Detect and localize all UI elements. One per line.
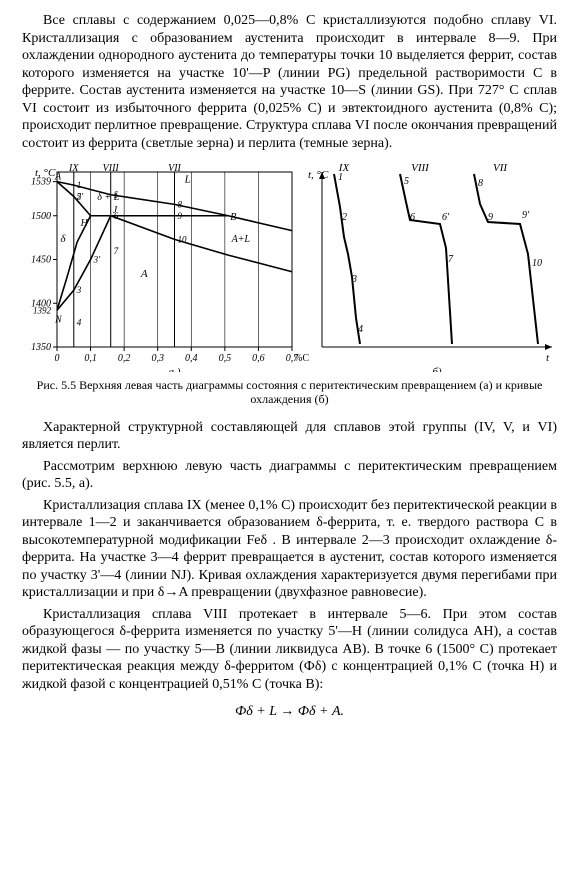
svg-text:5: 5 — [114, 190, 119, 200]
svg-text:5': 5' — [77, 192, 85, 202]
svg-text:VII: VII — [493, 162, 508, 174]
svg-text:0,1: 0,1 — [84, 353, 97, 364]
svg-text:10: 10 — [178, 234, 188, 244]
svg-text:3: 3 — [76, 285, 82, 295]
svg-text:5: 5 — [404, 176, 409, 187]
svg-text:A: A — [54, 172, 62, 183]
svg-text:1500: 1500 — [31, 211, 51, 222]
figure-caption: Рис. 5.5 Верхняя левая часть диаграммы с… — [32, 378, 547, 407]
svg-text:A: A — [140, 268, 148, 280]
svg-text:б): б) — [432, 366, 442, 372]
svg-text:2: 2 — [342, 212, 347, 223]
svg-text:9: 9 — [488, 212, 493, 223]
svg-text:6: 6 — [410, 212, 415, 223]
svg-text:B: B — [230, 212, 236, 223]
figure-svg: 13501400145015001539139200,10,20,30,40,5… — [22, 162, 557, 372]
svg-text:10: 10 — [532, 258, 542, 269]
svg-text:3: 3 — [351, 274, 357, 285]
svg-text:N: N — [54, 314, 63, 325]
svg-text:1350: 1350 — [31, 342, 51, 353]
paragraph-2: Характерной структурной составляющей для… — [22, 419, 557, 454]
svg-text:IX: IX — [68, 163, 79, 174]
paragraph-1: Все сплавы с содержанием 0,025—0,8% С кр… — [22, 12, 557, 152]
svg-text:8: 8 — [178, 199, 183, 209]
svg-text:8: 8 — [478, 178, 483, 189]
svg-text:t, °C: t, °C — [35, 167, 56, 179]
svg-text:L: L — [184, 174, 191, 186]
svg-text:0,4: 0,4 — [185, 353, 198, 364]
svg-text:0,6: 0,6 — [252, 353, 265, 364]
svg-text:%C: %C — [294, 353, 309, 364]
svg-text:IX: IX — [338, 162, 351, 174]
paragraph-3: Рассмотрим верхнюю левую часть диаграммы… — [22, 458, 557, 493]
svg-text:1: 1 — [77, 180, 82, 190]
svg-text:1450: 1450 — [31, 255, 51, 266]
svg-text:1392: 1392 — [33, 305, 52, 315]
paragraph-4: Кристаллизация сплава IX (менее 0,1% С) … — [22, 497, 557, 602]
svg-text:0,2: 0,2 — [118, 353, 130, 364]
svg-text:6': 6' — [442, 212, 450, 223]
svg-text:VIII: VIII — [103, 163, 120, 174]
svg-text:3': 3' — [93, 255, 102, 265]
figure-5-5: 13501400145015001539139200,10,20,30,40,5… — [22, 162, 557, 372]
page: Все сплавы с содержанием 0,025—0,8% С кр… — [0, 0, 579, 739]
svg-text:t: t — [546, 352, 550, 364]
svg-text:6: 6 — [114, 211, 119, 221]
svg-text:H: H — [80, 218, 89, 229]
svg-text:0: 0 — [55, 353, 60, 364]
svg-text:t, °C: t, °C — [308, 169, 329, 181]
svg-text:δ: δ — [60, 233, 66, 245]
svg-text:a.): a.) — [169, 366, 181, 372]
paragraph-5: Кристаллизация сплава VIII протекает в и… — [22, 606, 557, 694]
svg-text:0,3: 0,3 — [151, 353, 164, 364]
svg-text:0,5: 0,5 — [219, 353, 232, 364]
svg-text:9': 9' — [522, 210, 530, 221]
svg-text:4: 4 — [358, 324, 363, 335]
svg-text:VIII: VIII — [411, 162, 430, 174]
svg-text:VII: VII — [168, 163, 181, 174]
svg-text:7: 7 — [448, 254, 454, 265]
svg-text:9: 9 — [178, 211, 183, 221]
svg-text:A+L: A+L — [231, 234, 251, 245]
svg-text:7: 7 — [114, 246, 119, 256]
svg-text:4: 4 — [77, 318, 82, 328]
formula: Фδ + L → Фδ + A. — [22, 703, 557, 721]
